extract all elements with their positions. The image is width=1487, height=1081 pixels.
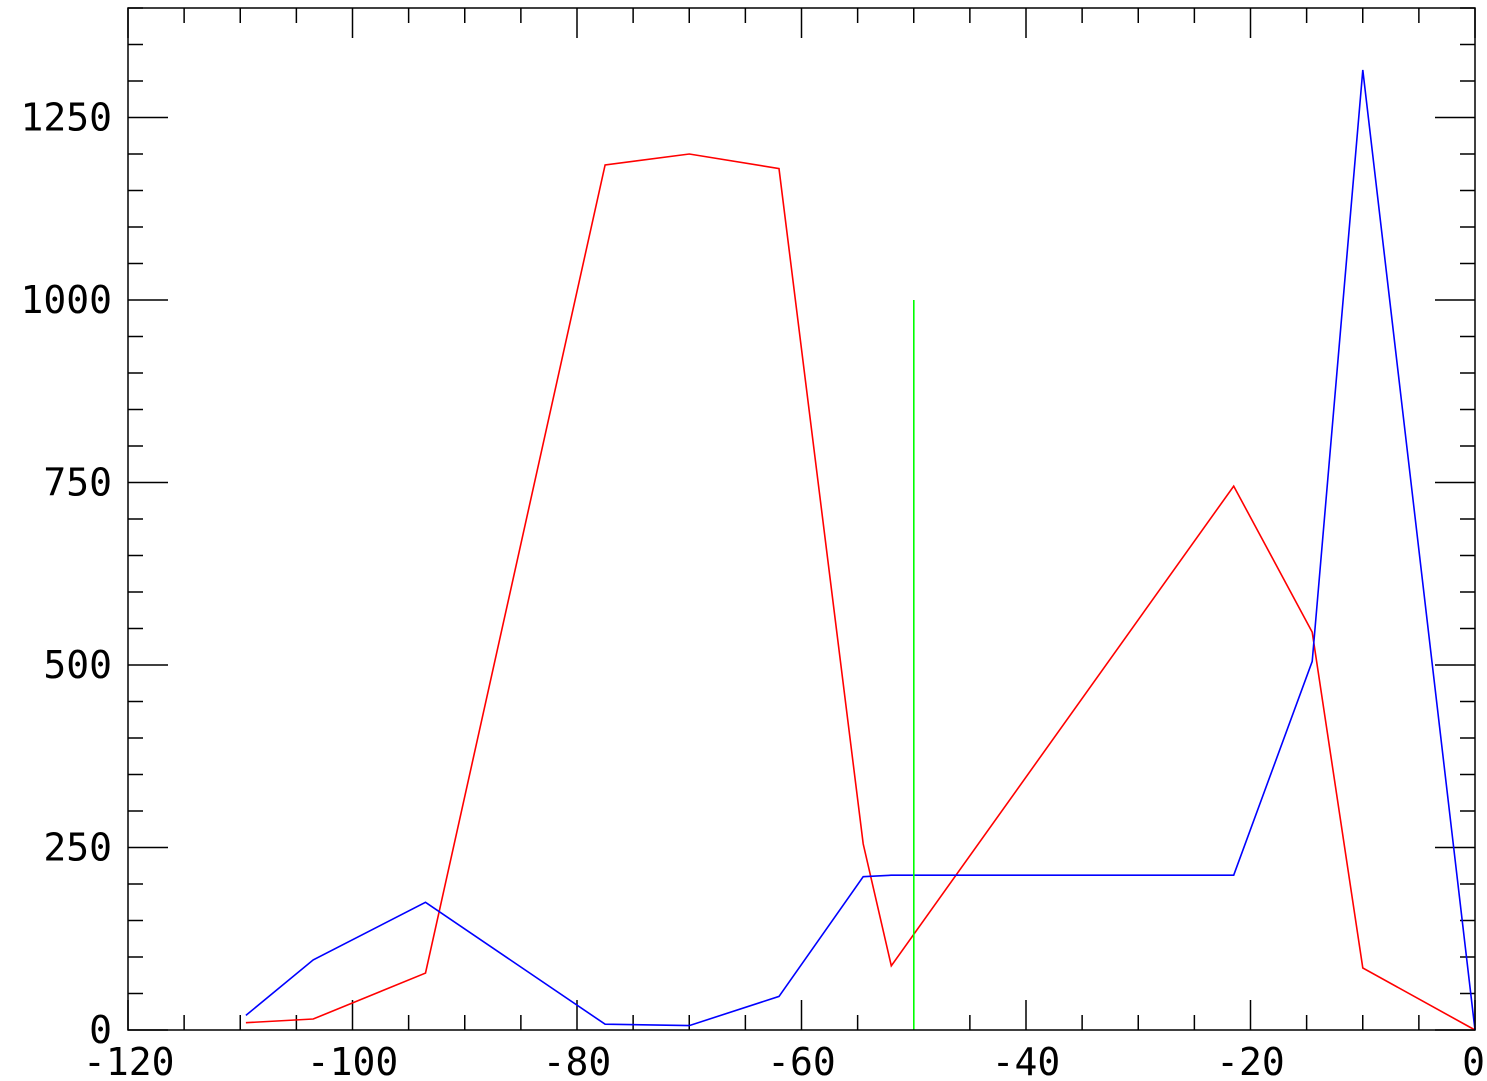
y-tick-label: 1250 bbox=[20, 96, 112, 140]
y-tick-label: 0 bbox=[89, 1008, 112, 1052]
x-tick-label: -80 bbox=[543, 1040, 612, 1081]
tick-labels: -120 -100 -80 -60 -40 -20 0 0 250 500 750 1000 1250 bbox=[20, 96, 1485, 1081]
axis-ticks bbox=[127, 7, 1476, 1031]
series-layer bbox=[245, 69, 1476, 1031]
series-line-2 bbox=[245, 69, 1476, 1031]
plot-frame bbox=[127, 7, 1476, 1031]
x-tick-label: -120 bbox=[83, 1040, 175, 1081]
x-tick-label: -20 bbox=[1216, 1040, 1285, 1081]
y-tick-label: 500 bbox=[43, 643, 112, 687]
y-tick-label: 1000 bbox=[20, 278, 112, 322]
x-tick-label: -40 bbox=[992, 1040, 1061, 1081]
y-tick-label: 750 bbox=[43, 461, 112, 505]
series-line-1 bbox=[245, 153, 1476, 1031]
y-tick-label: 250 bbox=[43, 826, 112, 870]
x-tick-label: 0 bbox=[1462, 1040, 1485, 1081]
x-tick-label: -100 bbox=[307, 1040, 399, 1081]
x-tick-label: -60 bbox=[767, 1040, 836, 1081]
